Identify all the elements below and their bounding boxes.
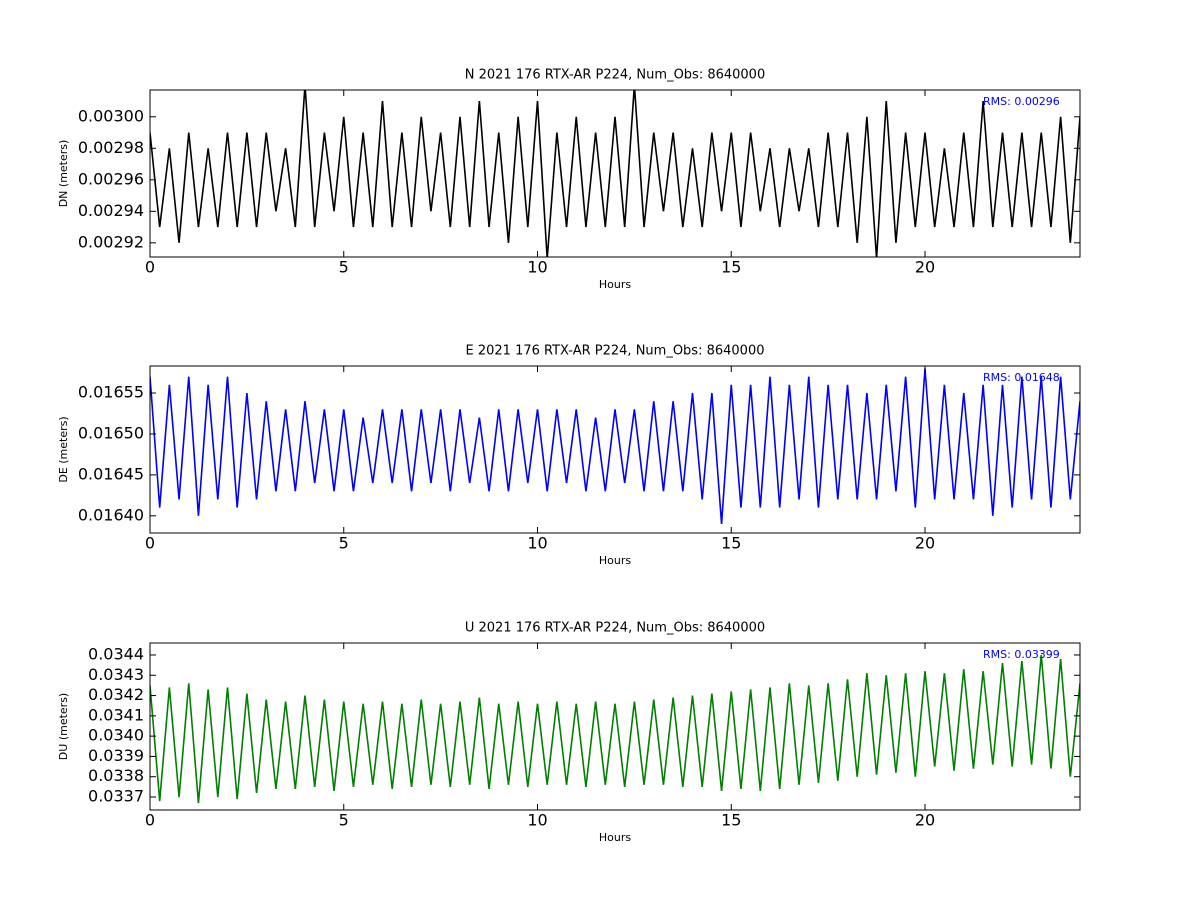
x-tick-label: 15 xyxy=(721,534,741,553)
y-axis-label: DU (meters) xyxy=(57,693,70,760)
x-tick-label: 20 xyxy=(915,811,935,830)
x-tick-label: 20 xyxy=(915,258,935,277)
y-tick-label: 0.01640 xyxy=(78,505,144,524)
y-tick-label: 0.0340 xyxy=(88,726,144,745)
x-tick-label: 0 xyxy=(145,534,155,553)
x-axis-label: Hours xyxy=(599,554,631,567)
x-tick-label: 0 xyxy=(145,811,155,830)
y-tick-label: 0.01650 xyxy=(78,423,144,442)
subplot-title: E 2021 176 RTX-AR P224, Num_Obs: 8640000 xyxy=(466,344,765,359)
x-tick-label: 20 xyxy=(915,534,935,553)
x-tick-label: 5 xyxy=(339,811,349,830)
x-axis-label: Hours xyxy=(599,831,631,844)
plot-frame xyxy=(149,89,1081,258)
y-tick-label: 0.0341 xyxy=(88,705,144,724)
x-tick-label: 10 xyxy=(527,811,547,830)
rms-annotation: RMS: 0.00296 xyxy=(983,95,1060,108)
y-tick-label: 0.00300 xyxy=(78,106,144,125)
x-tick-label: 15 xyxy=(721,811,741,830)
y-tick-label: 0.00296 xyxy=(78,169,144,188)
x-tick-label: 10 xyxy=(527,258,547,277)
y-tick-label: 0.0337 xyxy=(88,787,144,806)
y-tick-label: 0.00294 xyxy=(78,201,144,220)
y-tick-label: 0.01655 xyxy=(78,383,144,402)
plot-frame xyxy=(149,642,1081,811)
x-tick-label: 5 xyxy=(339,534,349,553)
data-line xyxy=(150,90,1080,257)
rms-annotation: RMS: 0.01648 xyxy=(983,371,1060,384)
y-tick-label: 0.0339 xyxy=(88,746,144,765)
subplot-title: N 2021 176 RTX-AR P224, Num_Obs: 8640000 xyxy=(465,68,765,83)
data-line xyxy=(150,654,1080,804)
y-axis-label: DN (meters) xyxy=(57,140,70,208)
plot-frame xyxy=(149,365,1081,534)
rms-annotation: RMS: 0.03399 xyxy=(983,648,1060,661)
y-tick-label: 0.0338 xyxy=(88,766,144,785)
y-tick-label: 0.01645 xyxy=(78,464,144,483)
y-tick-label: 0.0342 xyxy=(88,685,144,704)
y-axis-label: DE (meters) xyxy=(57,416,70,482)
x-tick-label: 0 xyxy=(145,258,155,277)
x-tick-label: 5 xyxy=(339,258,349,277)
x-tick-label: 10 xyxy=(527,534,547,553)
subplot-title: U 2021 176 RTX-AR P224, Num_Obs: 8640000 xyxy=(465,621,765,636)
y-tick-label: 0.00292 xyxy=(78,232,144,251)
x-axis-label: Hours xyxy=(599,278,631,291)
y-tick-label: 0.0343 xyxy=(88,665,144,684)
y-tick-label: 0.0344 xyxy=(88,644,144,663)
x-tick-label: 15 xyxy=(721,258,741,277)
y-tick-label: 0.00298 xyxy=(78,138,144,157)
